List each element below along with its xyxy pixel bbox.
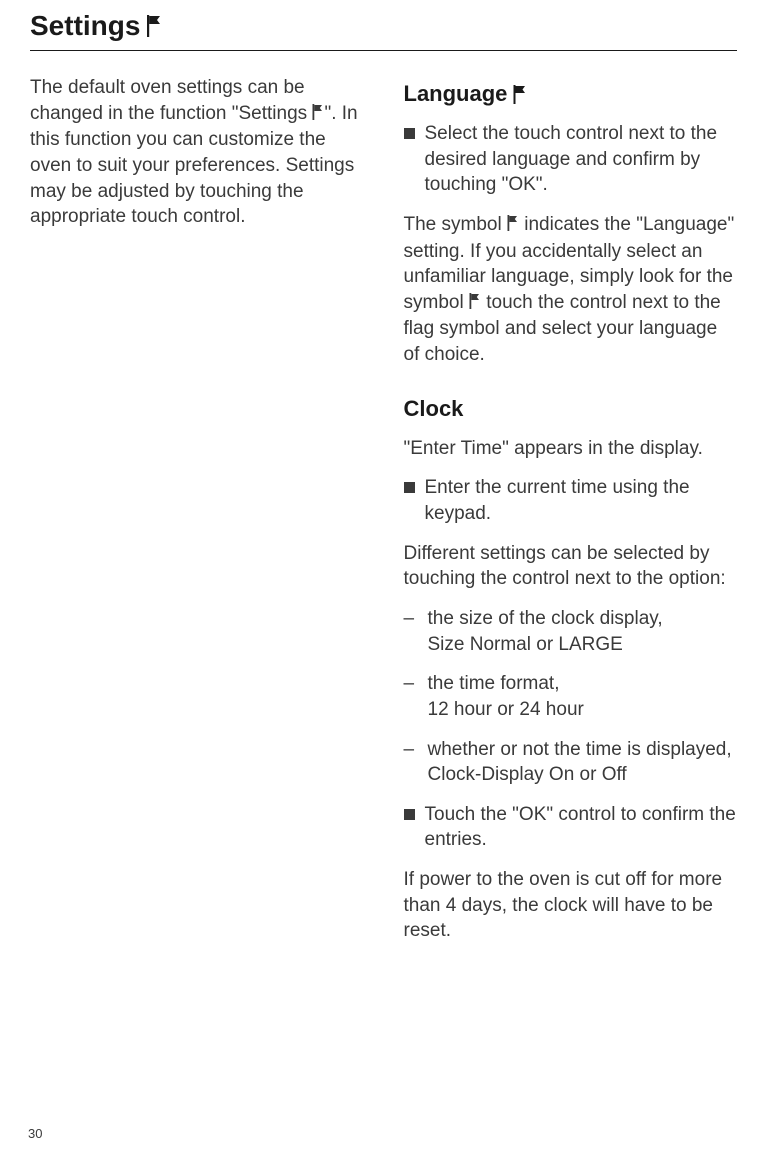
language-bullet-1: Select the touch control next to the des…	[404, 121, 738, 198]
flag-icon	[312, 102, 324, 128]
clock-dash-2b: 12 hour or 24 hour	[428, 699, 584, 720]
clock-intro: "Enter Time" appears in the display.	[404, 436, 738, 462]
clock-dash-3: – whether or not the time is displayed, …	[404, 737, 738, 788]
clock-bullet-1: Enter the current time using the keypad.	[404, 475, 738, 526]
clock-dash-3-text: whether or not the time is displayed, Cl…	[428, 737, 738, 788]
clock-dash-3b: Clock-Display On or Off	[428, 764, 627, 785]
clock-dash-1: – the size of the clock display, Size No…	[404, 606, 738, 657]
clock-heading-text: Clock	[404, 396, 464, 422]
page-title-text: Settings	[30, 10, 140, 42]
page-number: 30	[28, 1126, 42, 1141]
language-paragraph: The symbol indicates the "Language" sett…	[404, 212, 738, 368]
flag-icon	[507, 213, 519, 239]
clock-dash-1b: Size Normal or LARGE	[428, 634, 623, 655]
dash-bullet-icon: –	[404, 606, 418, 632]
clock-bullet-1-text: Enter the current time using the keypad.	[425, 475, 738, 526]
dash-bullet-icon: –	[404, 737, 418, 763]
square-bullet-icon	[404, 482, 415, 493]
clock-para-2: If power to the oven is cut off for more…	[404, 867, 738, 944]
clock-dash-3a: whether or not the time is displayed,	[428, 739, 732, 760]
flag-icon	[513, 85, 528, 104]
flag-icon	[469, 291, 481, 317]
language-heading-text: Language	[404, 81, 508, 107]
right-column: Language Select the touch control next t…	[404, 75, 738, 958]
clock-dash-2: – the time format, 12 hour or 24 hour	[404, 671, 738, 722]
square-bullet-icon	[404, 809, 415, 820]
intro-text-1: The default oven settings can be changed…	[30, 77, 312, 124]
intro-paragraph: The default oven settings can be changed…	[30, 75, 364, 230]
left-column: The default oven settings can be changed…	[30, 75, 364, 958]
clock-dash-2a: the time format,	[428, 673, 560, 694]
clock-dash-1a: the size of the clock display,	[428, 608, 663, 629]
clock-dash-1-text: the size of the clock display, Size Norm…	[428, 606, 738, 657]
clock-heading: Clock	[404, 396, 738, 422]
clock-bullet-2-text: Touch the "OK" control to confirm the en…	[425, 802, 738, 853]
dash-bullet-icon: –	[404, 671, 418, 697]
content-columns: The default oven settings can be changed…	[30, 75, 737, 958]
clock-para-1: Different settings can be selected by to…	[404, 541, 738, 592]
language-para-a: The symbol	[404, 214, 507, 235]
language-bullet-1-text: Select the touch control next to the des…	[425, 121, 738, 198]
page-title: Settings	[30, 10, 737, 51]
clock-bullet-2: Touch the "OK" control to confirm the en…	[404, 802, 738, 853]
language-heading: Language	[404, 81, 738, 107]
clock-dash-2-text: the time format, 12 hour or 24 hour	[428, 671, 738, 722]
square-bullet-icon	[404, 128, 415, 139]
flag-icon	[146, 15, 164, 37]
